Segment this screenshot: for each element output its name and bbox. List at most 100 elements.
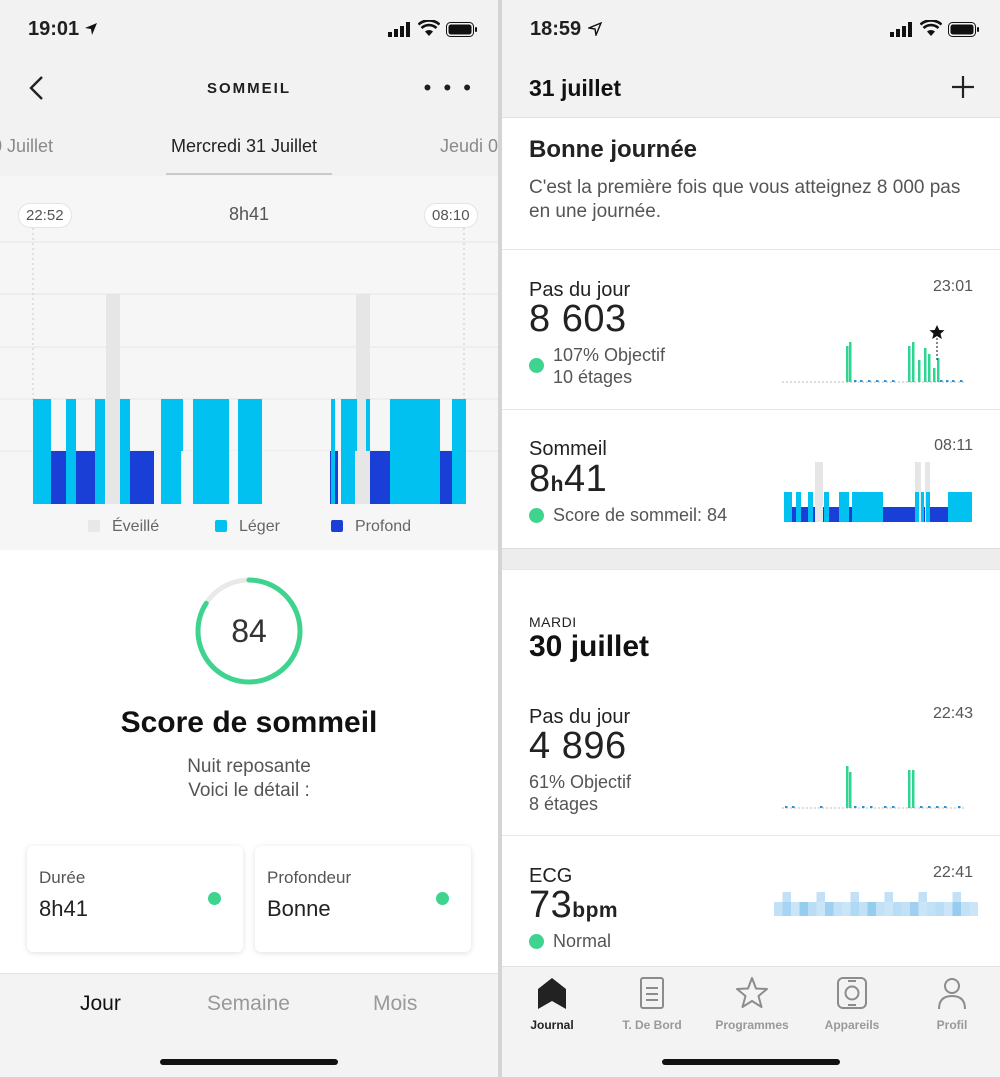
ecg-segment — [859, 902, 868, 916]
light-sleep-block — [120, 399, 130, 504]
light-sleep-block — [193, 399, 229, 504]
ecg-segment — [884, 892, 893, 902]
battery-icon — [446, 22, 477, 37]
tab-programs[interactable]: Programmes — [702, 975, 802, 1032]
cellular-signal-icon — [890, 22, 912, 37]
day-separator — [502, 548, 1000, 570]
steps-dot — [936, 806, 939, 808]
ecg-segment — [791, 902, 800, 916]
ecg-segment — [816, 892, 825, 902]
status-time: 19:01 — [28, 18, 80, 40]
ecg-segment — [833, 902, 842, 916]
tab-devices-label: Appareils — [824, 1018, 880, 1032]
tab-profile[interactable]: Profil — [902, 975, 1000, 1032]
light-sleep-block — [926, 492, 930, 522]
score-title: Score de sommeil — [120, 706, 378, 739]
awake-block — [815, 462, 823, 522]
ecg-segment — [867, 902, 876, 916]
light-sleep-block — [839, 492, 849, 522]
goal-star-icon — [929, 325, 945, 339]
legend-awake-label: Éveillé — [112, 518, 160, 535]
ecg-status-dot — [529, 934, 544, 949]
light-sleep-block — [874, 492, 883, 522]
ecg-segment — [918, 902, 927, 916]
steps-dot — [928, 806, 931, 808]
sleep-start-time: 22:52 — [18, 203, 72, 228]
sleep-today-score: Score de sommeil: 84 — [553, 505, 728, 525]
score-status-dot — [529, 508, 544, 523]
steps-dot — [884, 806, 887, 808]
day-tab-next[interactable]: Jeudi 0 — [440, 136, 498, 156]
legend-awake: Éveillé — [88, 518, 159, 536]
ecg-segment — [850, 902, 859, 916]
prev-day-date: 30 juillet — [529, 630, 650, 663]
steps-bar — [846, 766, 849, 808]
tab-week[interactable]: Semaine — [207, 992, 290, 1015]
ecg-segment — [782, 902, 791, 916]
ecg-segment — [944, 902, 953, 916]
battery-icon — [948, 22, 979, 37]
day-tab-previous[interactable]: 0 Juillet — [0, 136, 54, 156]
section-divider — [502, 409, 1000, 410]
ecg-segment — [842, 902, 851, 916]
achievement-title: Bonne journée — [529, 136, 698, 163]
light-sleep-block — [238, 399, 262, 504]
tab-devices[interactable]: Appareils — [802, 975, 902, 1032]
day-tab-indicator — [166, 173, 332, 175]
ecg-segment — [952, 892, 961, 902]
tab-journal[interactable]: Journal — [502, 975, 602, 1032]
steps-today-value: 8 603 — [529, 298, 627, 340]
ecg-segment — [876, 902, 885, 916]
awake-block — [356, 451, 370, 504]
gap-block — [229, 451, 238, 504]
gap-block — [262, 451, 330, 504]
ecg-value: 73bpm — [529, 884, 618, 927]
legend-deep: Profond — [331, 518, 411, 536]
home-indicator[interactable] — [160, 1059, 338, 1065]
tab-day[interactable]: Jour — [80, 992, 121, 1015]
journal-screen: 18:59 31 juillet Bonne journée C'est la … — [502, 0, 1000, 1077]
steps-dot — [892, 380, 895, 382]
light-sleep-block — [915, 492, 919, 522]
steps-bar — [918, 360, 921, 382]
ecg-segment — [961, 902, 970, 916]
profile-icon — [938, 978, 966, 1010]
achievement-message: C'est la première fois que vous atteigne… — [529, 177, 961, 222]
ecg-segment — [893, 902, 902, 916]
add-icon[interactable] — [950, 74, 976, 100]
depth-card[interactable]: Profondeur Bonne — [255, 846, 471, 952]
steps-dot — [944, 806, 947, 808]
ecg-segment — [884, 902, 893, 916]
watch-icon — [837, 977, 867, 1009]
more-options-icon[interactable]: • • • — [423, 75, 474, 100]
section-divider — [502, 835, 1000, 836]
ecg-status: Normal — [553, 931, 612, 951]
duration-card-label: Durée — [39, 868, 86, 887]
steps-dot — [870, 806, 873, 808]
back-chevron-icon[interactable] — [26, 74, 50, 102]
tab-month[interactable]: Mois — [373, 992, 418, 1015]
day-tab-current[interactable]: Mercredi 31 Juillet — [171, 136, 318, 156]
tab-profile-label: Profil — [936, 1018, 968, 1032]
ecg-bpm-value: 73 — [529, 884, 573, 926]
status-dot — [208, 892, 221, 905]
steps-dot — [920, 806, 923, 808]
steps-dot — [785, 806, 788, 808]
steps-bar — [937, 358, 940, 382]
home-indicator[interactable] — [662, 1059, 840, 1065]
steps-bar — [912, 342, 915, 382]
light-sleep-block — [341, 399, 357, 504]
ecg-time: 22:41 — [932, 864, 973, 881]
ecg-segment — [918, 892, 927, 902]
tab-dashboard[interactable]: T. De Bord — [602, 975, 702, 1032]
light-sleep-block — [390, 399, 440, 504]
steps-dot — [940, 380, 943, 382]
duration-card[interactable]: Durée 8h41 — [27, 846, 243, 952]
steps-bar — [912, 770, 915, 808]
awake-block — [106, 451, 120, 504]
tab-dashboard-label: T. De Bord — [622, 1018, 682, 1032]
ecg-segment — [969, 902, 978, 916]
light-sleep-block — [796, 492, 801, 522]
ecg-segment — [774, 902, 783, 916]
page-title: SOMMEIL — [207, 80, 291, 97]
